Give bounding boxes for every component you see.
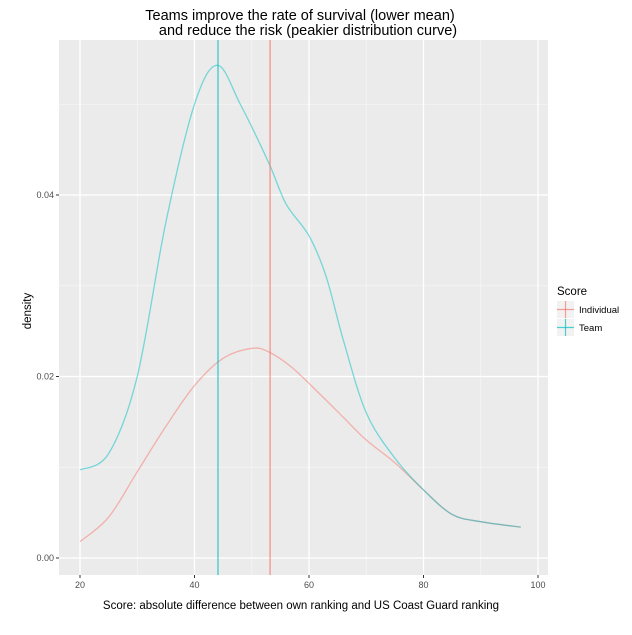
legend-item-team: Team (557, 319, 602, 336)
x-tick-label: 60 (304, 580, 314, 590)
density-curve-team (79, 64, 521, 528)
legend-title: Score (557, 286, 587, 298)
y-tick-label: 0.02 (36, 372, 54, 382)
mean-lines (217, 40, 271, 575)
x-axis-label: Score: absolute difference between own r… (103, 600, 499, 612)
legend-label-individual: Individual (579, 305, 619, 316)
plot-panel (59, 40, 548, 575)
chart-title-line-2: and reduce the risk (peakier distributio… (159, 23, 457, 39)
density-curves (79, 64, 521, 543)
x-tick-label: 100 (530, 580, 545, 590)
x-axis: 20 40 60 80 100 (75, 575, 546, 590)
chart-title-line-1: Teams improve the rate of survival (lowe… (145, 8, 454, 24)
legend: Score Individual Team (557, 286, 619, 336)
x-tick-label: 40 (189, 580, 199, 590)
x-tick-label: 20 (75, 580, 85, 590)
y-axis: 0.00 0.02 0.04 (36, 190, 59, 563)
major-gridlines (59, 40, 548, 575)
y-tick-label: 0.04 (36, 190, 54, 200)
y-axis-label: density (22, 293, 34, 330)
legend-item-individual: Individual (557, 301, 619, 318)
legend-label-team: Team (579, 323, 602, 334)
y-tick-label: 0.00 (36, 553, 54, 563)
x-tick-label: 80 (418, 580, 428, 590)
